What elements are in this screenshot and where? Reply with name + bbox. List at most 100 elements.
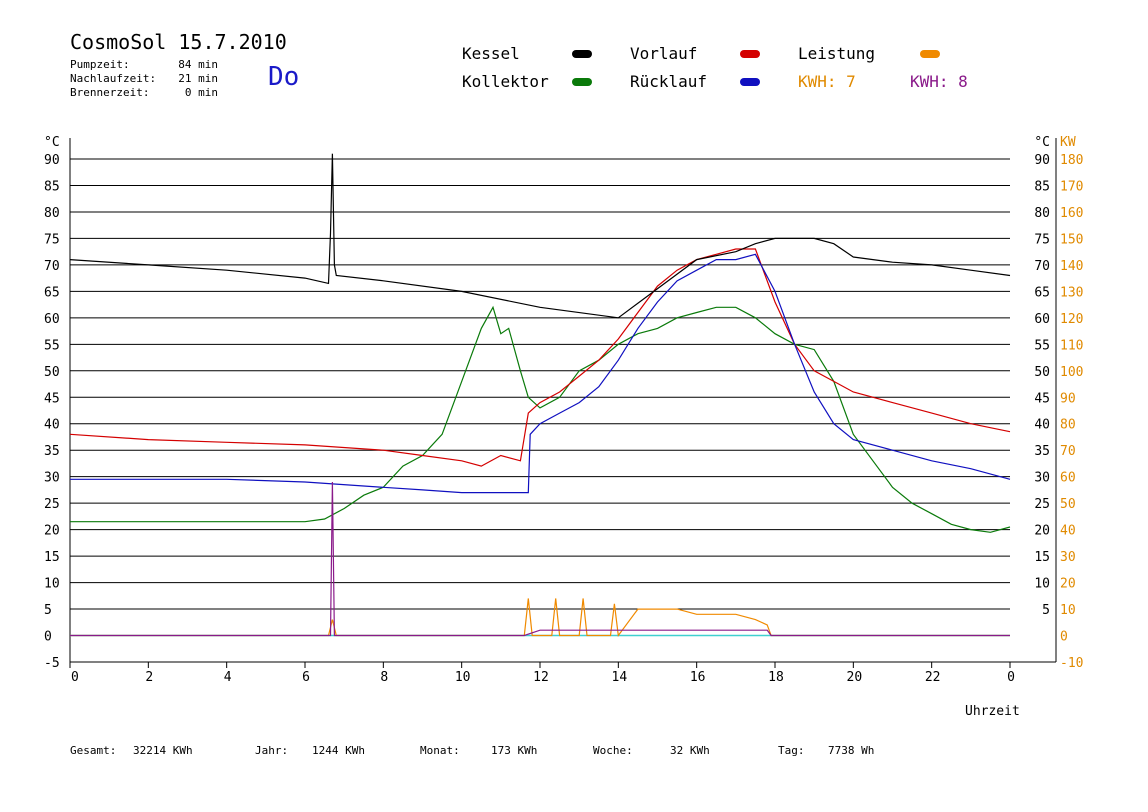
y-tick-label-left: 60: [44, 312, 60, 327]
y-tick-label-power: 160: [1060, 206, 1083, 221]
y-tick-label-left: 5: [44, 603, 52, 618]
y-tick-label-power: 40: [1060, 524, 1076, 539]
legend-kollektor-swatch: [572, 78, 592, 86]
y-tick-label-right: 50: [1034, 365, 1050, 380]
stat-brennerzeit-label: Brennerzeit:: [70, 86, 150, 99]
footer-jahr-label: Jahr:: [255, 744, 289, 757]
x-tick-label: 14: [612, 670, 628, 685]
y-axis-unit-left: °C: [44, 135, 60, 150]
stat-brennerzeit-value: 0 min: [184, 86, 218, 99]
y-tick-label-left: 10: [44, 577, 60, 592]
y-tick-label-power: 140: [1060, 259, 1083, 274]
x-tick-label: 16: [690, 670, 706, 685]
weekday-label: Do: [268, 62, 300, 92]
y-tick-label-left: 55: [44, 338, 60, 353]
y-tick-label-right: 15: [1034, 550, 1050, 565]
x-tick-label: 22: [925, 670, 941, 685]
y-tick-label-left: -5: [44, 656, 60, 671]
stat-nachlaufzeit-value: 21 min: [178, 72, 218, 85]
x-tick-label: 0: [71, 670, 79, 685]
x-tick-label: 8: [380, 670, 388, 685]
y-tick-label-power: 60: [1060, 471, 1076, 486]
y-tick-label-right: 90: [1034, 153, 1050, 168]
legend-leistung-swatch: [920, 50, 940, 58]
legend-kollektor-label: Kollektor: [462, 72, 549, 91]
y-tick-label-left: 80: [44, 206, 60, 221]
y-tick-label-left: 70: [44, 259, 60, 274]
y-tick-label-left: 85: [44, 179, 60, 194]
x-tick-label: 18: [768, 670, 784, 685]
y-tick-label-power: 10: [1060, 603, 1076, 618]
y-axis-unit-right: °C: [1034, 135, 1050, 150]
y-tick-label-left: 90: [44, 153, 60, 168]
y-tick-label-right: 5: [1042, 603, 1050, 618]
y-tick-label-left: 40: [44, 418, 60, 433]
stat-pumpzeit-label: Pumpzeit:: [70, 58, 130, 71]
legend-ruecklauf-swatch: [740, 78, 760, 86]
series-line-vorlauf: [69, 248, 1011, 467]
legend-kwh2: KWH: 8: [910, 72, 968, 91]
y-tick-label-left: 75: [44, 232, 60, 247]
y-tick-label-power: 20: [1060, 577, 1076, 592]
series-line-kwh-8: [70, 481, 1010, 637]
footer-woche-value: 32 KWh: [670, 744, 710, 757]
y-tick-label-power: 120: [1060, 312, 1083, 327]
y-tick-label-left: 35: [44, 444, 60, 459]
footer-tag-label: Tag:: [778, 744, 805, 757]
y-tick-label-power: 100: [1060, 365, 1083, 380]
y-tick-label-right: 65: [1034, 285, 1050, 300]
legend-vorlauf-label: Vorlauf: [630, 44, 698, 63]
legend-leistung-label: Leistung: [798, 44, 876, 63]
footer-monat-value: 173 KWh: [491, 744, 538, 757]
y-tick-label-right: 70: [1034, 259, 1050, 274]
y-tick-label-power: 150: [1060, 232, 1083, 247]
legend-vorlauf-swatch: [740, 50, 760, 58]
x-tick-label: 12: [533, 670, 549, 685]
x-axis-label: Uhrzeit: [965, 704, 1020, 719]
x-tick-label: 2: [145, 670, 153, 685]
y-tick-label-right: 60: [1034, 312, 1050, 327]
legend-kessel-label: Kessel: [462, 44, 520, 63]
y-tick-label-right: 30: [1034, 471, 1050, 486]
y-tick-label-right: 45: [1034, 391, 1050, 406]
x-tick-label: 20: [847, 670, 863, 685]
series-line-kessel: [69, 153, 1011, 319]
stat-pumpzeit-value: 84 min: [178, 58, 218, 71]
y-tick-label-power: 170: [1060, 179, 1083, 194]
y-tick-label-left: 65: [44, 285, 60, 300]
y-tick-label-power: 0: [1060, 630, 1068, 645]
y-axis-unit-power: KW: [1060, 135, 1076, 150]
y-tick-label-power: 80: [1060, 418, 1076, 433]
x-tick-label: 4: [224, 670, 232, 685]
y-tick-label-right: 35: [1034, 444, 1050, 459]
y-tick-label-power: 110: [1060, 338, 1083, 353]
y-tick-label-left: 0: [44, 630, 52, 645]
y-tick-label-power: 50: [1060, 497, 1076, 512]
y-tick-label-right: 55: [1034, 338, 1050, 353]
footer-gesamt-label: Gesamt:: [70, 744, 117, 757]
y-tick-label-left: 30: [44, 471, 60, 486]
stat-nachlaufzeit-label: Nachlaufzeit:: [70, 72, 157, 85]
y-tick-label-power: 130: [1060, 285, 1083, 300]
y-tick-label-power: -10: [1060, 656, 1083, 671]
x-tick-label: 6: [302, 670, 310, 685]
y-tick-label-right: 80: [1034, 206, 1050, 221]
y-tick-label-power: 180: [1060, 153, 1083, 168]
y-tick-label-left: 45: [44, 391, 60, 406]
footer-monat-label: Monat:: [420, 744, 460, 757]
footer-tag-value: 7738 Wh: [828, 744, 875, 757]
y-tick-label-power: 70: [1060, 444, 1076, 459]
legend-kessel-swatch: [572, 50, 592, 58]
y-tick-label-left: 20: [44, 524, 60, 539]
y-tick-label-power: 90: [1060, 391, 1076, 406]
y-tick-label-right: 85: [1034, 179, 1050, 194]
x-tick-label: 0: [1007, 670, 1015, 685]
y-tick-label-left: 25: [44, 497, 60, 512]
footer-gesamt-value: 32214 KWh: [133, 744, 193, 757]
footer-jahr-value: 1244 KWh: [312, 744, 365, 757]
series-line-r-cklauf: [70, 253, 1011, 494]
chart-title: CosmoSol 15.7.2010: [70, 30, 287, 54]
legend-ruecklauf-label: Rücklauf: [630, 72, 708, 91]
legend-kwh1: KWH: 7: [798, 72, 856, 91]
